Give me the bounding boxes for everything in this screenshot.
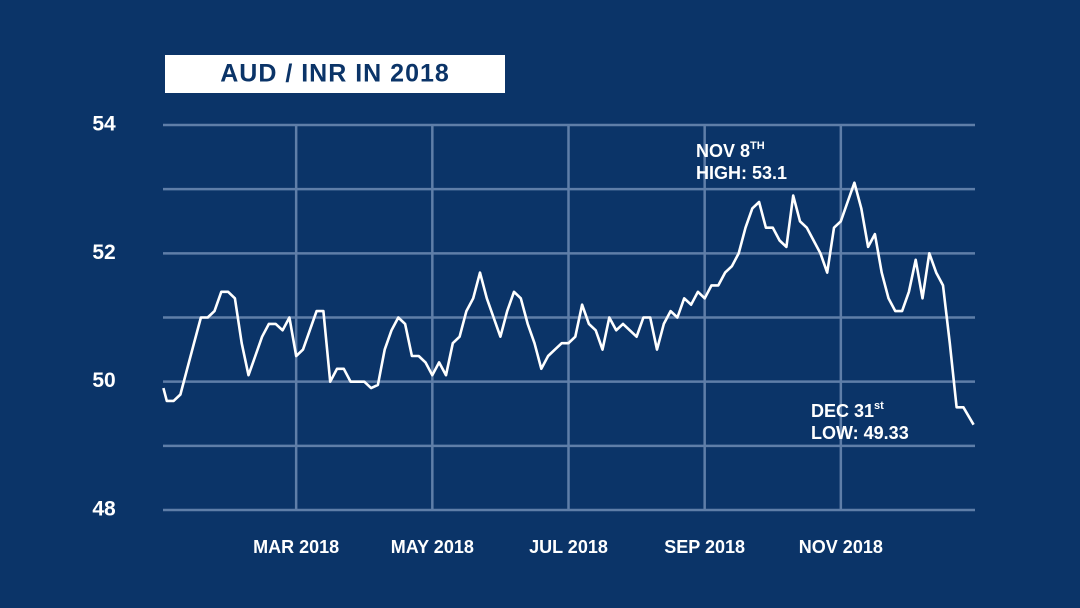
x-tick-label: NOV 2018 <box>799 537 883 557</box>
x-tick-label: JUL 2018 <box>529 537 608 557</box>
title-box <box>165 55 505 93</box>
x-tick-label: MAR 2018 <box>253 537 339 557</box>
annotation-label: HIGH: 53.1 <box>696 163 787 183</box>
price-line <box>162 181 975 426</box>
annotation-date: DEC 31 <box>811 401 874 421</box>
y-tick-label: 52 <box>92 241 115 264</box>
x-tick-label: SEP 2018 <box>664 537 745 557</box>
x-tick-label: MAY 2018 <box>391 537 474 557</box>
annotation-suffix: st <box>874 400 884 412</box>
chart-title: AUD / INR IN 2018 <box>220 60 450 88</box>
grid <box>163 123 975 512</box>
annotations: NOV 8TH HIGH: 53.1 DEC 31st LOW: 49.33 <box>696 140 909 443</box>
y-tick-label: 54 <box>92 113 116 136</box>
y-tick-label: 48 <box>92 498 116 521</box>
annotation-label: LOW: 49.33 <box>811 423 909 443</box>
annotation: DEC 31st <box>811 400 884 421</box>
annotation: NOV 8TH <box>696 140 765 161</box>
annotation-suffix: TH <box>750 140 765 152</box>
annotation-date: NOV 8 <box>696 141 750 161</box>
y-tick-label: 50 <box>92 369 115 392</box>
